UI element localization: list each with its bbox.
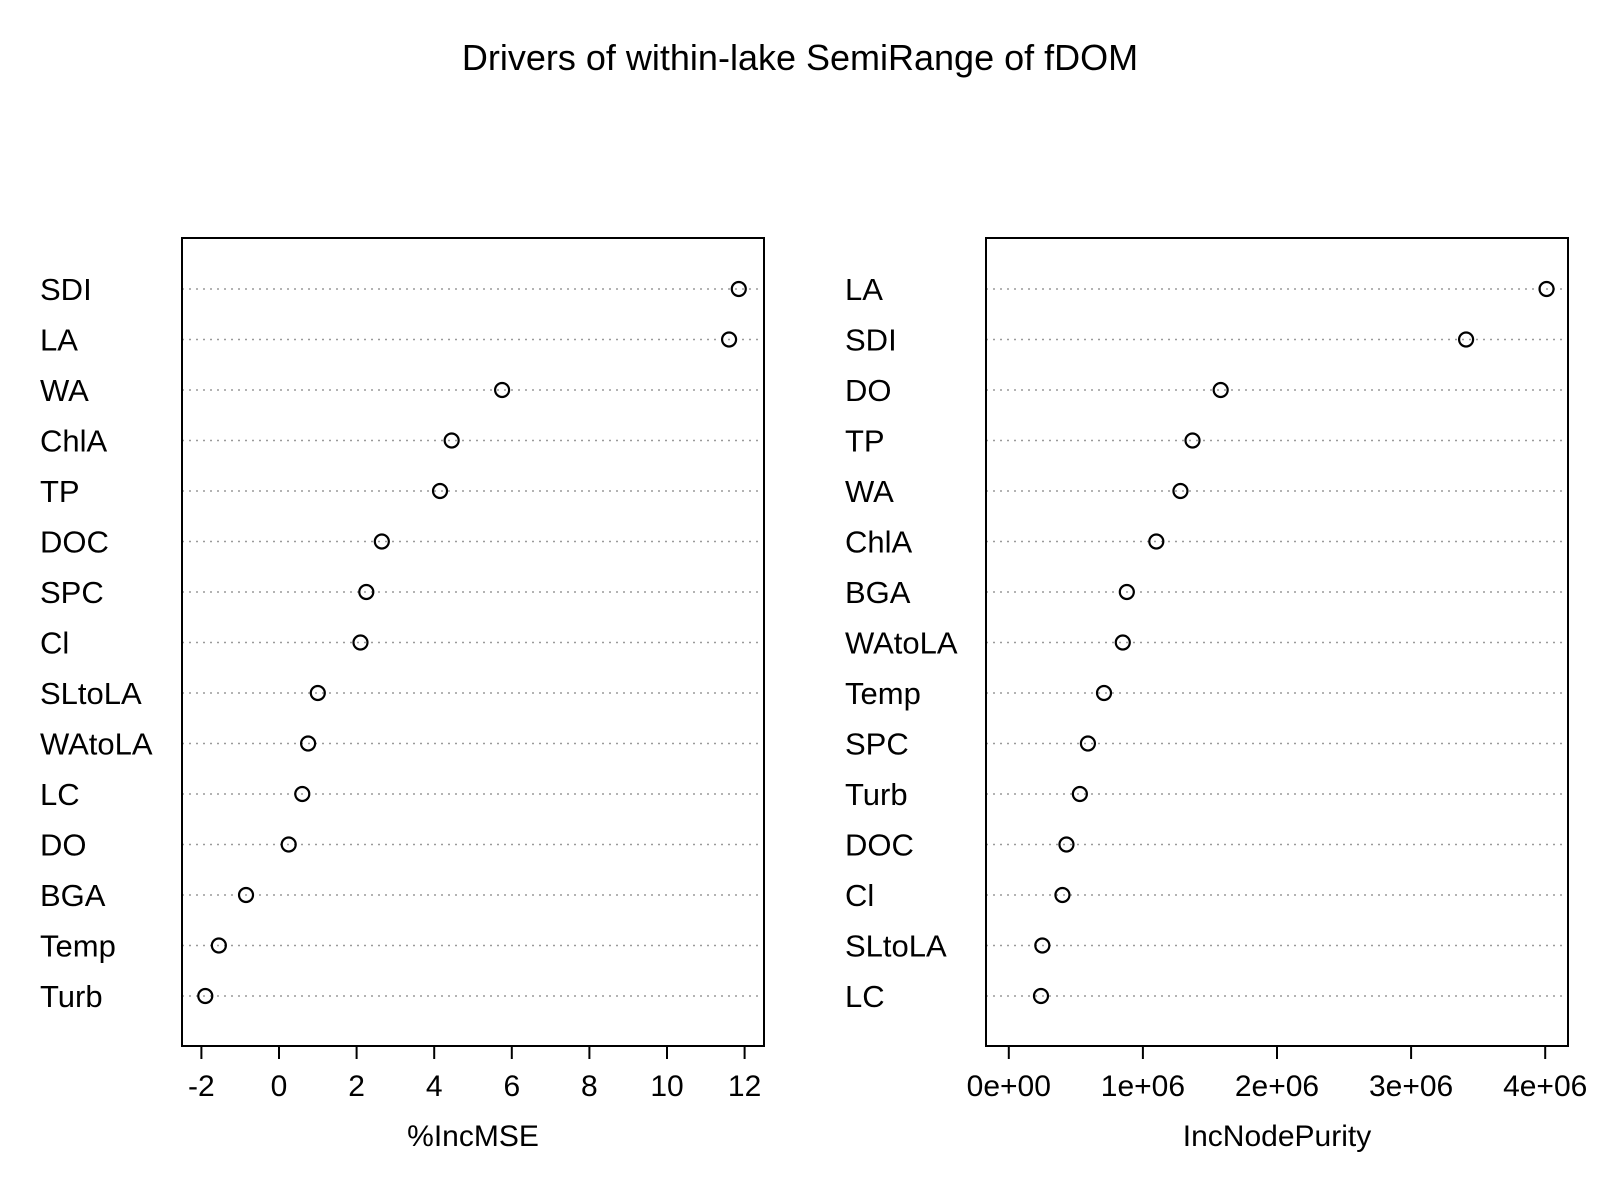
category-label: ChlA	[845, 525, 913, 560]
category-label: SLtoLA	[40, 676, 142, 711]
category-label: ChlA	[40, 424, 108, 459]
data-point	[1212, 381, 1229, 399]
data-point	[443, 432, 460, 449]
x-tick-label: 6	[503, 1070, 520, 1103]
category-label: TP	[845, 424, 885, 459]
data-point	[1114, 634, 1131, 651]
x-tick-label: 4	[426, 1070, 443, 1103]
data-point	[237, 886, 255, 904]
data-point	[1184, 432, 1201, 449]
category-label: TP	[40, 474, 80, 509]
x-tick-label: 8	[581, 1070, 598, 1103]
data-point	[494, 381, 511, 399]
category-label: DOC	[845, 828, 914, 863]
data-point	[730, 280, 747, 298]
category-label: LA	[40, 323, 78, 358]
x-tick-label: 0	[271, 1070, 288, 1103]
data-point	[373, 533, 390, 550]
panel-incmse: SDI LA WA ChlA TP DOC SPC Cl SLtoLA WAtoLA LC DO BGA…	[40, 237, 765, 1153]
data-point	[720, 331, 738, 348]
category-label: BGA	[845, 575, 911, 610]
x-tick-label: 1e+06	[1101, 1070, 1185, 1103]
x-tick-label: 10	[650, 1070, 683, 1103]
plot-frame	[985, 237, 1569, 1047]
category-label: LA	[845, 272, 883, 307]
data-point	[280, 836, 297, 853]
chart-title: Drivers of within-lake SemiRange of fDOM	[462, 37, 1138, 78]
data-point	[358, 583, 375, 601]
panel-incnodepurity: LA SDI DO TP WA ChlA BGA WAtoLA Temp SPC Turb DOC Cl…	[845, 237, 1587, 1153]
data-point	[1079, 735, 1097, 752]
category-label: DO	[40, 828, 87, 863]
category-label: LC	[845, 979, 885, 1014]
category-label: Turb	[845, 777, 908, 812]
category-label: Cl	[845, 878, 874, 913]
data-point	[1032, 987, 1050, 1005]
data-point	[309, 684, 326, 702]
category-label: Cl	[40, 626, 69, 661]
category-label: WA	[845, 474, 894, 509]
category-label: SDI	[40, 272, 92, 307]
x-tick-label: 0e+00	[967, 1070, 1051, 1103]
data-point	[1172, 482, 1189, 500]
x-tick-label: -2	[188, 1070, 215, 1103]
category-label: SLtoLA	[845, 929, 947, 964]
data-point	[1148, 533, 1165, 550]
data-point	[1538, 280, 1555, 298]
data-point	[1118, 583, 1135, 601]
category-label: WAtoLA	[845, 626, 958, 661]
x-tick-label: 12	[728, 1070, 761, 1103]
category-label: WAtoLA	[40, 727, 153, 762]
category-label: DOC	[40, 525, 109, 560]
category-label: Temp	[40, 929, 116, 964]
category-label: DO	[845, 373, 892, 408]
data-point	[1095, 684, 1113, 702]
data-point	[210, 937, 227, 954]
data-point	[300, 735, 317, 752]
category-label: Turb	[40, 979, 103, 1014]
data-point	[352, 634, 369, 651]
category-label: LC	[40, 777, 80, 812]
plot-frame	[181, 237, 765, 1047]
data-point	[294, 785, 311, 803]
x-axis-label: %IncMSE	[407, 1120, 539, 1153]
category-label: Temp	[845, 676, 921, 711]
data-point	[1457, 331, 1475, 348]
category-label: SPC	[40, 575, 104, 610]
data-point	[1054, 886, 1071, 904]
data-point	[1058, 836, 1075, 853]
x-tick-label: 2	[348, 1070, 365, 1103]
data-point	[431, 482, 449, 500]
data-point	[1034, 937, 1051, 954]
x-tick-label: 3e+06	[1369, 1070, 1453, 1103]
x-tick-label: 4e+06	[1503, 1070, 1587, 1103]
x-axis-label: IncNodePurity	[1183, 1120, 1371, 1153]
category-label: BGA	[40, 878, 106, 913]
data-point	[197, 987, 214, 1005]
x-tick-label: 2e+06	[1235, 1070, 1319, 1103]
data-point	[1071, 785, 1088, 803]
category-label: SPC	[845, 727, 909, 762]
category-label: WA	[40, 373, 89, 408]
category-label: SDI	[845, 323, 897, 358]
